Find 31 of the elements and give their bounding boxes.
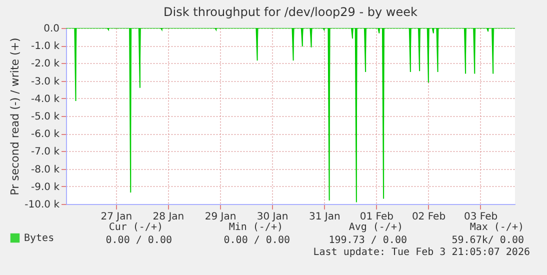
y-tick-label: -5.0 k xyxy=(31,112,60,122)
text: Avg (-/+) xyxy=(348,222,403,233)
y-tick-label: 0.0 xyxy=(44,24,60,34)
y-tick-label: -2.0 k xyxy=(31,58,60,70)
x-tick-label: 28 Jan xyxy=(152,212,184,222)
text: 199.73 / 0.00 xyxy=(328,235,407,246)
text: 59.67k/ 0.00 xyxy=(452,235,524,246)
text: Cur (-/+) xyxy=(108,222,163,233)
y-tick-label: -6.0 k xyxy=(31,129,60,140)
x-tick-label: 31 Jan xyxy=(308,212,340,222)
chart-title: Disk throughput for /dev/loop29 - by week xyxy=(164,5,418,19)
text: Last update: Tue Feb 3 21:05:07 2026 xyxy=(313,247,530,258)
text: Min (-/+) xyxy=(228,222,283,233)
y-tick-label: -3.0 k xyxy=(31,76,60,88)
x-tick-label: 02 Feb xyxy=(412,212,446,222)
text: 0.00 / 0.00 xyxy=(106,235,172,246)
x-tick-label: 03 Feb xyxy=(464,212,498,222)
text: 0.00 / 0.00 xyxy=(224,235,290,246)
x-tick-label: 27 Jan xyxy=(100,212,132,222)
y-axis-title: Pr second read (-) / write (+) xyxy=(8,38,22,196)
y-tick-label: -9.0 k xyxy=(31,182,60,193)
y-tick-label: -7.0 k xyxy=(31,146,60,158)
x-tick-label: 29 Jan xyxy=(204,212,236,222)
y-tick-label: -8.0 k xyxy=(31,164,60,176)
text: Max (-/+) xyxy=(470,222,524,233)
x-tick-label: 30 Jan xyxy=(256,212,288,222)
x-tick-label: 01 Feb xyxy=(360,212,394,222)
y-tick-label: -4.0 k xyxy=(31,94,60,105)
legend-label: Bytes xyxy=(24,233,54,244)
y-tick-label: -1.0 k xyxy=(31,41,60,52)
y-tick-label: -10.0 k xyxy=(24,200,60,210)
